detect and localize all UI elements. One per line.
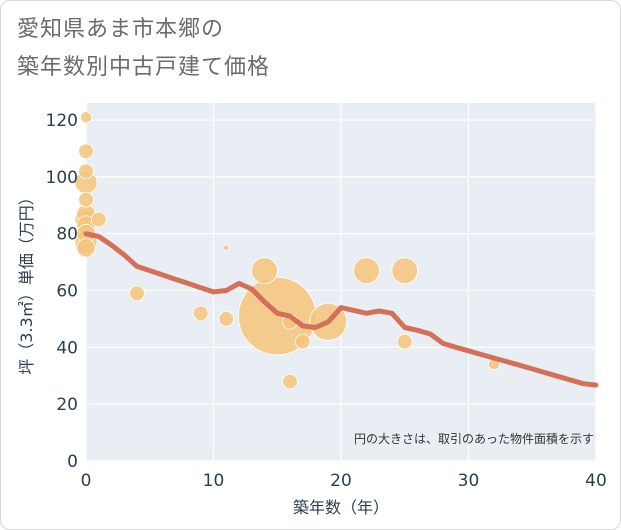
bubble-point-12 (129, 285, 145, 302)
x-tick-0: 0 (81, 471, 92, 491)
y-tick-80: 80 (56, 225, 78, 245)
bubble-point-10 (76, 238, 96, 258)
bubble-point-4 (78, 191, 94, 208)
x-tick-40: 40 (585, 471, 607, 491)
bubble-point-11 (90, 211, 107, 228)
x-tick-labels: 0 10 20 30 40 (81, 471, 607, 491)
x-axis-label: 築年数（年） (293, 498, 389, 517)
average-price-line (83, 231, 599, 388)
bubble-point-1 (78, 143, 94, 160)
y-axis-label: 坪（3.3㎡）単価（万円） (17, 189, 36, 374)
bubble-point-0 (80, 111, 92, 124)
y-tick-120: 120 (46, 111, 78, 131)
bubble-point-19 (282, 373, 298, 390)
bubble-point-22 (353, 257, 380, 284)
bubble-point-14 (223, 244, 230, 252)
chart-title-line-2: 築年数別中古戸建て価格 (17, 55, 271, 80)
bubble-point-20 (294, 333, 311, 350)
grid-lines (85, 103, 597, 462)
y-tick-40: 40 (56, 338, 78, 358)
average-line-layer (83, 231, 599, 388)
x-tick-20: 20 (330, 471, 352, 491)
y-tick-20: 20 (56, 395, 78, 415)
chart-title-line-1: 愛知県あま市本郷の (17, 17, 225, 42)
bubble-point-23 (391, 257, 419, 284)
bubble-point-24 (396, 333, 413, 350)
y-tick-labels: 0 20 40 60 80 100 120 (46, 111, 78, 472)
x-tick-10: 10 (203, 471, 225, 491)
y-tick-100: 100 (46, 168, 78, 188)
y-tick-0: 0 (67, 452, 78, 472)
x-tick-30: 30 (458, 471, 480, 491)
y-tick-60: 60 (56, 282, 78, 302)
bubble-size-note: 円の大きさは、取引のあった物件面積を示す (354, 431, 594, 446)
bubble-point-13 (192, 305, 209, 322)
bubble-point-15 (218, 311, 235, 327)
bubble-point-16 (251, 257, 278, 284)
bubble-layer (74, 111, 500, 390)
bubble-point-2 (78, 163, 94, 179)
